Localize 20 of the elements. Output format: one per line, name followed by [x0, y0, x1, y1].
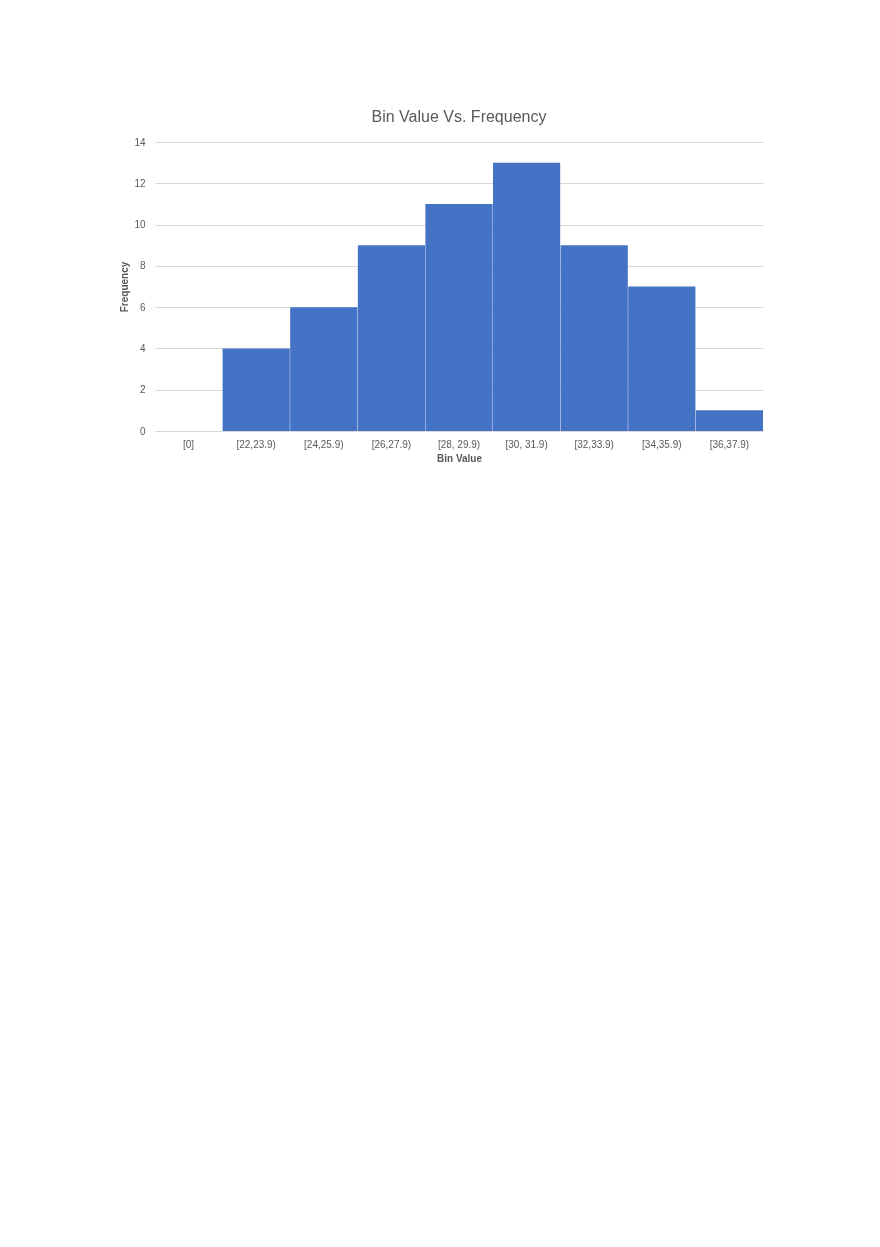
y-tick-label: 0 — [139, 425, 146, 437]
x-tick-label: [36,37.9) — [709, 438, 750, 450]
y-tick-label: 12 — [134, 177, 146, 189]
chart-title: Bin Value Vs. Frequency — [371, 108, 547, 125]
y-tick-label: 4 — [139, 342, 146, 354]
x-tick-label: [30, 31.9) — [505, 438, 548, 450]
x-tick-label: [32,33.9) — [574, 438, 614, 450]
y-tick-label: 6 — [139, 301, 146, 313]
x-tick-label: [22,23.9) — [236, 438, 276, 450]
y-tick-label: 10 — [134, 219, 146, 231]
x-tick-label: [24,25.9) — [304, 438, 344, 450]
y-tick-label: 14 — [134, 136, 146, 148]
y-axis-title: Frequency — [119, 261, 131, 313]
x-tick-label: [26,27.9) — [371, 438, 412, 450]
y-tick-label: 2 — [139, 384, 146, 396]
x-tick-label: [34,35.9) — [642, 438, 682, 450]
x-tick-label: [0] — [183, 438, 195, 450]
y-tick-label: 8 — [139, 260, 146, 272]
x-axis-title: Bin Value — [436, 452, 483, 464]
x-tick-label: [28, 29.9) — [437, 438, 481, 450]
